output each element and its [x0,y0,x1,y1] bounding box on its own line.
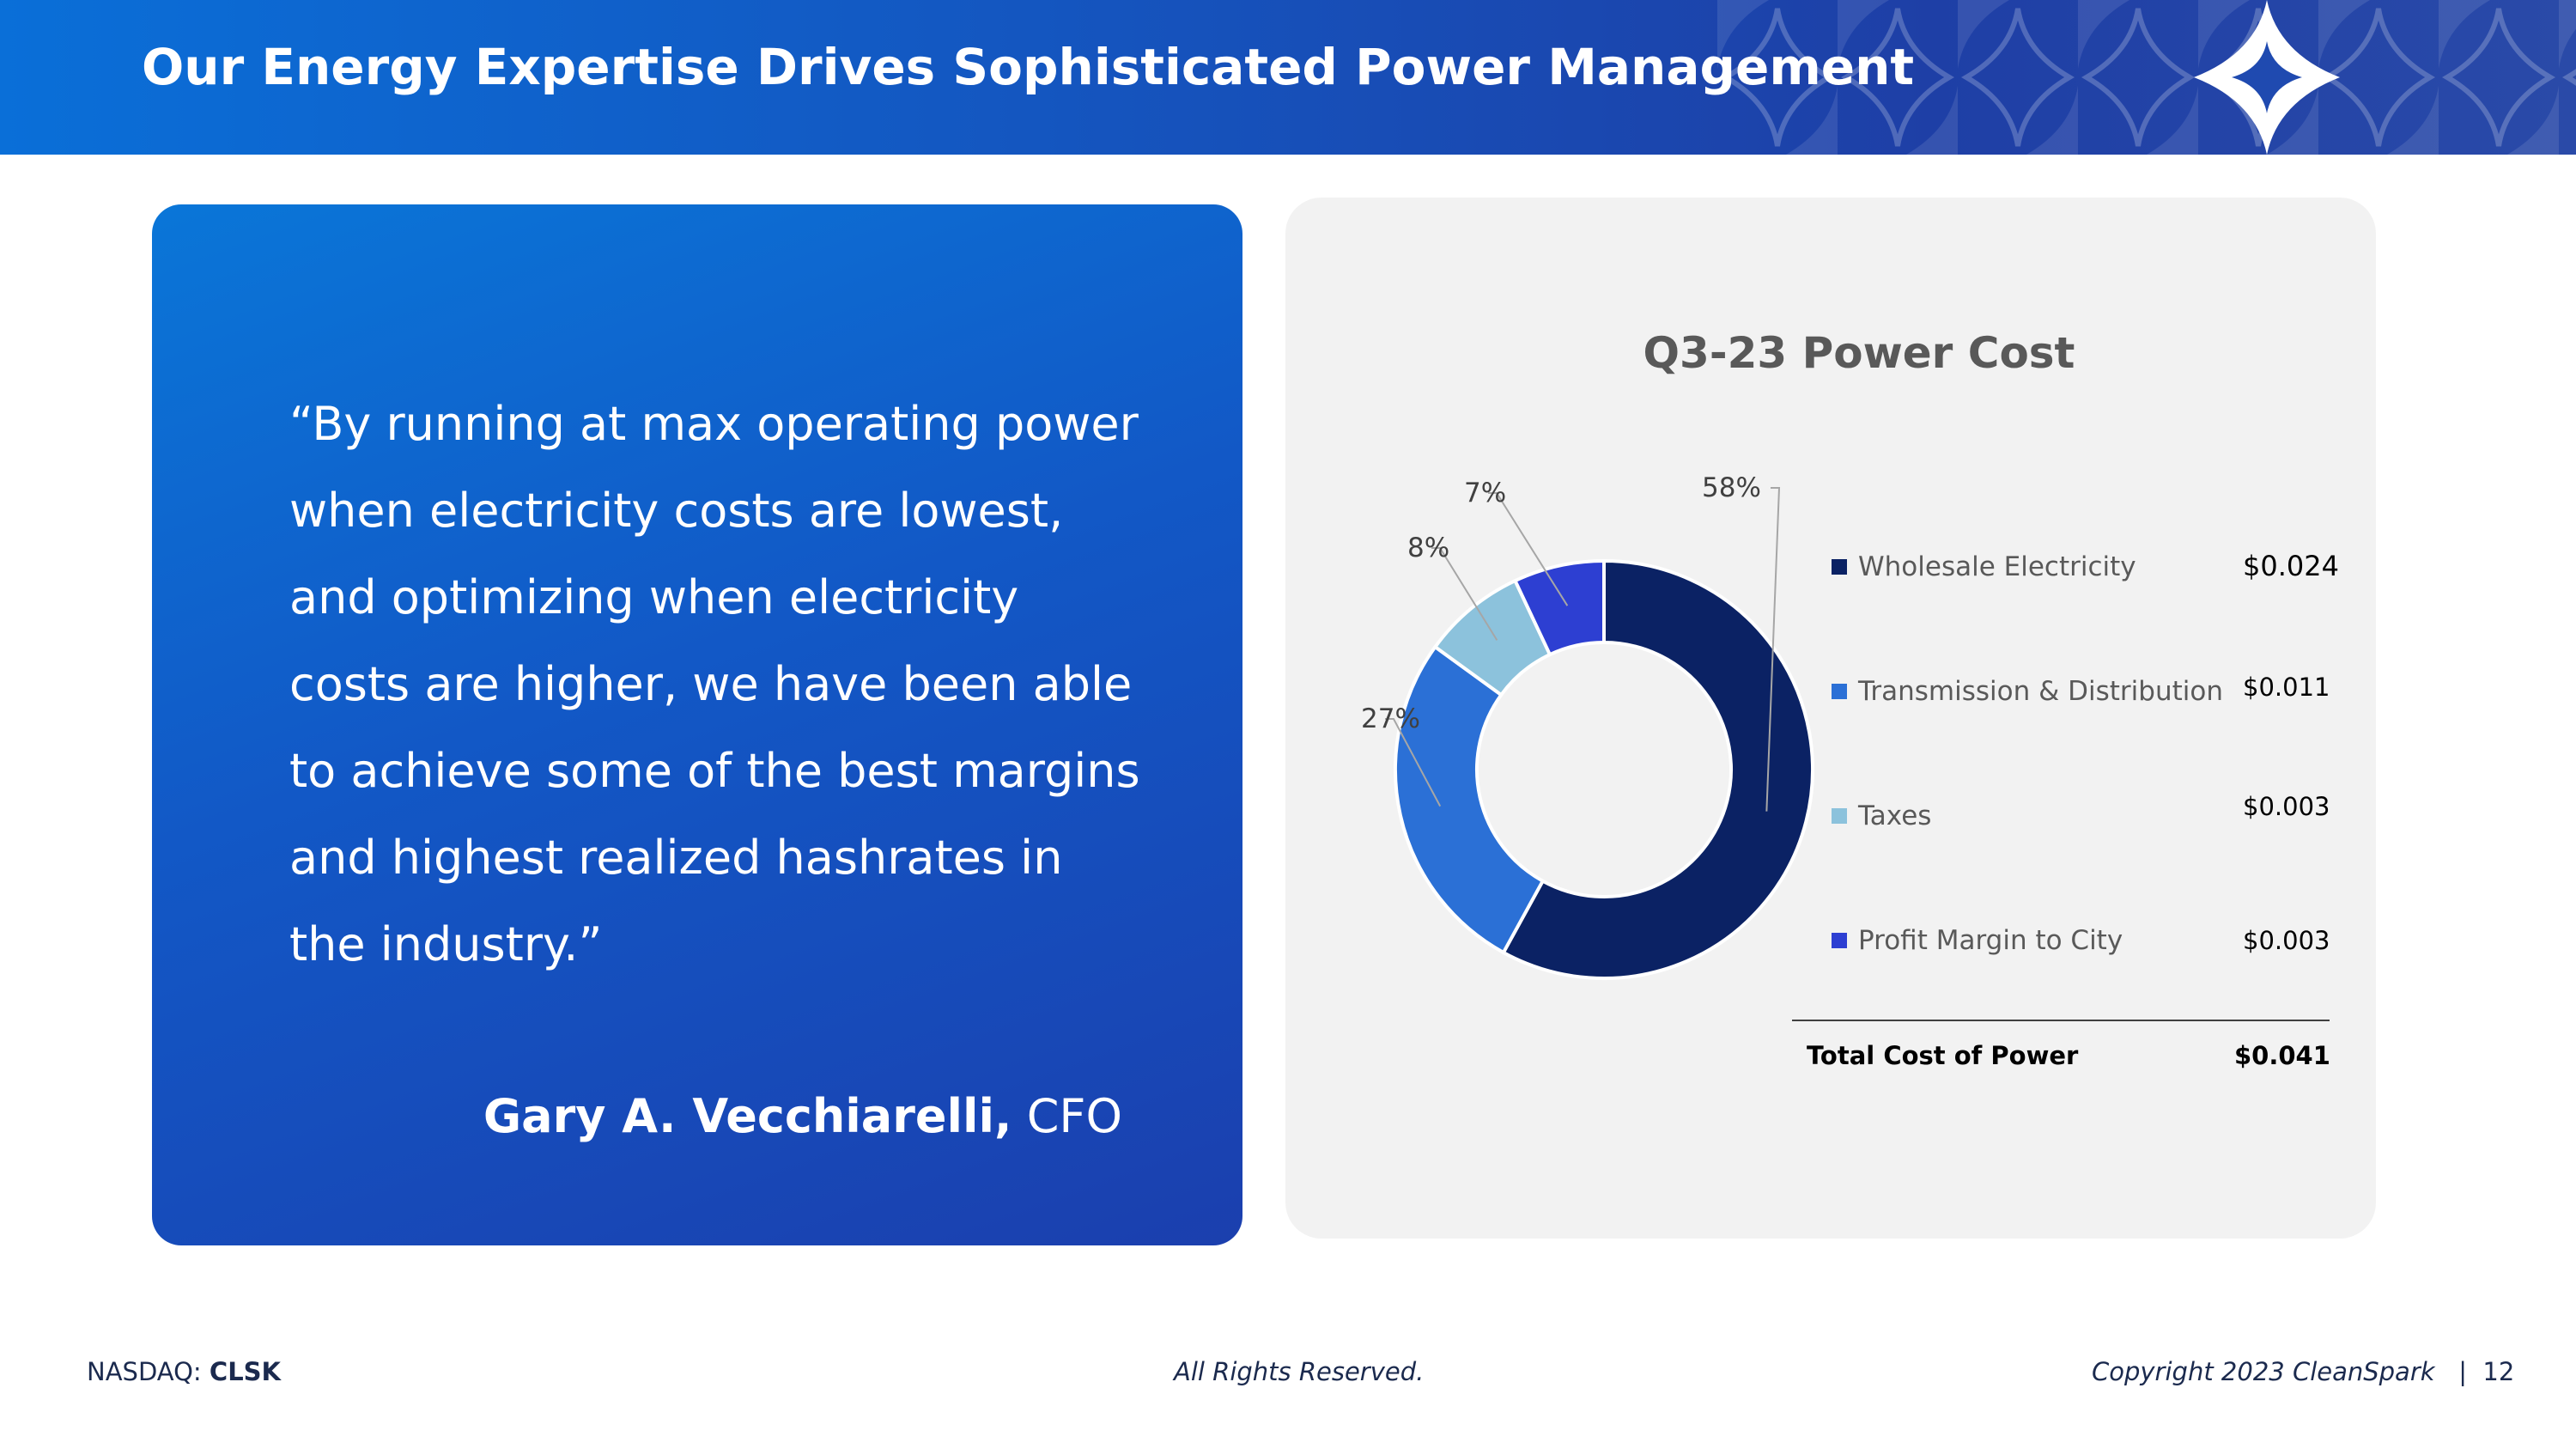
copyright-text: Copyright 2023 CleanSpark [2092,1357,2435,1386]
donut-slice-profit-margin [1512,558,1606,657]
header-banner: Our Energy Expertise Drives Sophisticate… [0,0,2576,155]
legend-label: Wholesale Electricity [1858,551,2136,582]
data-label-transmission: 27% [1361,703,1420,734]
cost-value-wholesale: $0.024 [2243,550,2339,582]
donut-slice-wholesale [1501,558,1814,980]
footer-copyright: Copyright 2023 CleanSpark | 12 [2092,1357,2514,1386]
leader-line-wholesale [1765,487,1781,812]
footer-ticker: NASDAQ: CLSK [87,1357,281,1386]
legend-swatch [1832,933,1847,948]
legend-item-wholesale: Wholesale Electricity [1832,545,2136,588]
data-label-wholesale: 58% [1702,472,1761,503]
leader-line-profit-margin [1488,492,1569,606]
page-number: 12 [2482,1357,2515,1386]
separator: | [2458,1357,2467,1386]
leader-line-taxes [1431,547,1498,641]
donut-chart: 58% 27% 8% 7% [1361,472,1814,980]
legend-item-taxes: Taxes [1832,795,1931,837]
legend-swatch [1832,559,1847,575]
quote-card: “By running at max operating power when … [152,204,1242,1245]
legend-swatch [1832,808,1847,824]
legend-swatch [1832,684,1847,699]
footer-rights: All Rights Reserved. [1174,1357,1425,1386]
data-label-taxes: 8% [1407,533,1449,563]
author-title: CFO [1026,1089,1122,1143]
page-title: Our Energy Expertise Drives Sophisticate… [142,38,1915,96]
donut-slice-transmission [1394,644,1546,955]
author-name: Gary A. Vecchiarelli, [483,1089,1012,1143]
legend-item-transmission: Transmission & Distribution [1832,670,2223,713]
legend-label: Taxes [1858,801,1932,831]
ticker-symbol: CLSK [209,1357,282,1386]
total-divider [1792,1020,2330,1021]
data-label-profit-margin: 7% [1464,478,1506,508]
exchange-label: NASDAQ: [87,1357,202,1386]
chart-title: Q3-23 Power Cost [1643,328,2075,378]
chart-card: Q3-23 Power Cost 58% 27% 8% 7% Wholesale El… [1285,198,2376,1239]
leader-line-transmission [1385,718,1442,807]
cost-value-transmission: $0.011 [2243,673,2330,702]
cost-value-taxes: $0.003 [2243,792,2330,821]
cleanspark-star-icon [2194,0,2340,155]
quote-author: Gary A. Vecchiarelli, CFO [483,1089,1122,1143]
header-pattern-decoration [1717,0,2576,155]
legend-label: Profit Margin to City [1858,925,2123,956]
cost-value-profit-margin: $0.003 [2243,926,2330,955]
legend-item-profit-margin: Profit Margin to City [1832,919,2123,962]
legend-label: Transmission & Distribution [1858,676,2223,707]
total-label: Total Cost of Power [1807,1041,2079,1070]
total-value: $0.041 [2234,1041,2330,1070]
quote-text: “By running at max operating power when … [289,397,1140,971]
